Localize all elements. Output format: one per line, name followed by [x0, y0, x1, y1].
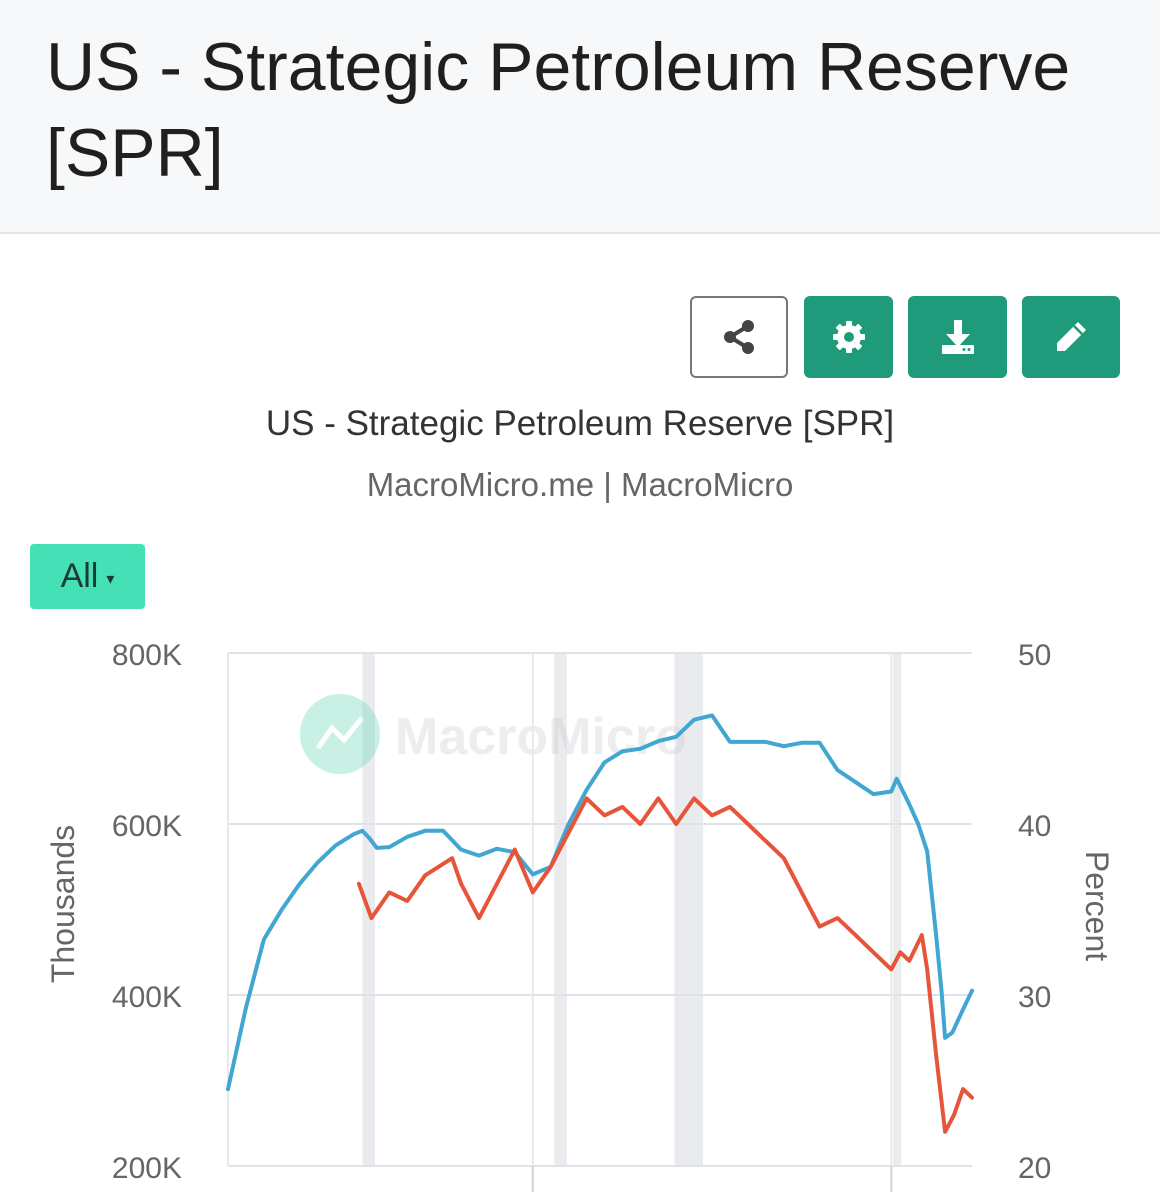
axes: 800K 50 600K 40 400K 30 200K 20 Thousands Percent — [45, 639, 1115, 1192]
y-right-tick-label: 50 — [1018, 639, 1051, 672]
recession-band-3 — [674, 653, 704, 1166]
y-right-tick-label: 30 — [1018, 981, 1051, 1014]
gear-icon — [832, 321, 865, 353]
y-left-tick-label: 400K — [112, 981, 182, 1014]
recession-band-2 — [554, 653, 567, 1166]
chart-subtitle: MacroMicro.me | MacroMicro — [366, 466, 794, 503]
settings-button[interactable] — [804, 296, 893, 378]
share-icon — [724, 320, 754, 354]
y-left-tick-label: 800K — [112, 639, 182, 672]
recession-bands — [362, 653, 902, 1166]
y-right-tick-label: 20 — [1018, 1152, 1051, 1185]
download-icon — [941, 320, 974, 354]
watermark-text: MacroMicro — [395, 708, 687, 766]
watermark: MacroMicro — [300, 694, 687, 774]
chevron-down-icon: ▾ — [106, 570, 115, 588]
y-left-axis-label: Thousands — [45, 825, 81, 983]
chart-svg: MacroMicro 800K 50 600K 40 400K 30 200K 20 Thous… — [45, 639, 1115, 1192]
range-selector-button[interactable]: All ▾ — [30, 544, 145, 609]
watermark-logo-mark — [315, 716, 364, 750]
y-left-tick-label: 600K — [112, 810, 182, 843]
watermark-logo-icon — [300, 694, 380, 774]
series-line-1 — [226, 713, 974, 1092]
range-selector-label: All — [60, 557, 99, 595]
y-right-axis-label: Percent — [1079, 851, 1115, 961]
series-line-2 — [356, 796, 974, 1134]
share-button[interactable] — [690, 296, 788, 378]
download-button[interactable] — [908, 296, 1007, 378]
page-header: US - Strategic Petroleum Reserve [SPR] — [0, 0, 1160, 234]
series — [226, 713, 974, 1134]
pencil-icon — [1057, 322, 1086, 351]
recession-band-4 — [893, 653, 902, 1166]
chart-title: US - Strategic Petroleum Reserve [SPR] — [265, 404, 895, 443]
y-right-tick-label: 40 — [1018, 810, 1051, 843]
page-title: US - Strategic Petroleum Reserve [SPR] — [46, 29, 1071, 191]
edit-button[interactable] — [1022, 296, 1120, 378]
y-left-tick-label: 200K — [112, 1152, 182, 1185]
